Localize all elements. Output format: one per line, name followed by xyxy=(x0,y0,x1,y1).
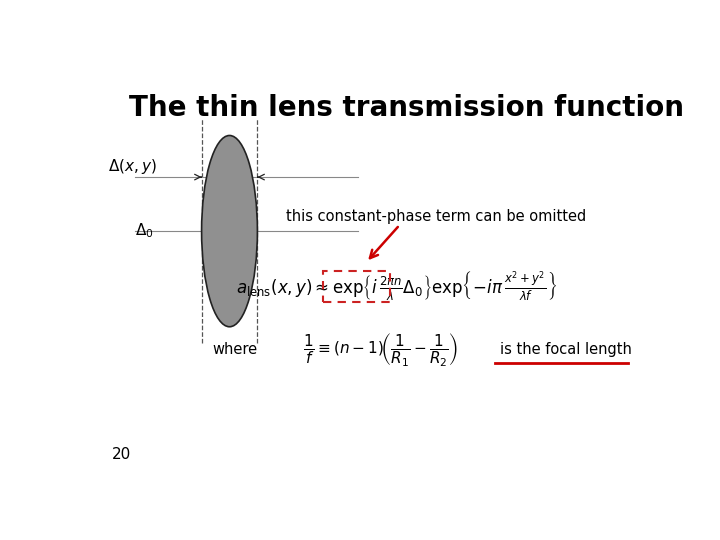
Text: $\dfrac{1}{f} \equiv (n-1)\!\left(\dfrac{1}{R_1} - \dfrac{1}{R_2}\right)$: $\dfrac{1}{f} \equiv (n-1)\!\left(\dfrac… xyxy=(302,331,458,368)
Text: $a_{\mathrm{lens}}(x, y) \approx \exp\!\left\{i\,\frac{2\pi n}{\lambda}\Delta_0\: $a_{\mathrm{lens}}(x, y) \approx \exp\!\… xyxy=(236,270,557,305)
Text: this constant-phase term can be omitted: this constant-phase term can be omitted xyxy=(286,209,586,224)
Text: is the focal length: is the focal length xyxy=(500,342,632,357)
Text: The thin lens transmission function: The thin lens transmission function xyxy=(129,94,684,122)
Text: 20: 20 xyxy=(112,447,132,462)
Text: $\Delta_0$: $\Delta_0$ xyxy=(135,222,154,240)
Ellipse shape xyxy=(202,136,258,327)
Text: $\Delta(x,y)$: $\Delta(x,y)$ xyxy=(108,157,157,176)
Text: where: where xyxy=(212,342,258,357)
